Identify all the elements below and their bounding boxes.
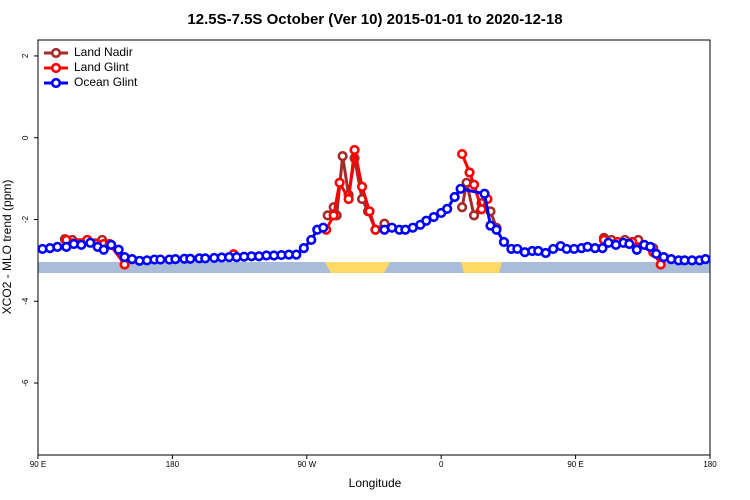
data-point (298, 243, 309, 254)
data-point (356, 181, 368, 192)
data-point (540, 247, 551, 259)
data-point (291, 249, 302, 260)
data-point (455, 183, 466, 194)
chart-title: 12.5S-7.5S October (Ver 10) 2015-01-01 t… (187, 11, 562, 28)
legend-marker (50, 77, 62, 89)
data-point (306, 234, 317, 246)
data-point (200, 253, 211, 264)
data-point (52, 241, 63, 252)
y-tick-label: -4 (21, 297, 30, 305)
surface-strip (38, 262, 710, 273)
data-point (364, 206, 375, 217)
data-point (464, 167, 475, 178)
data-point (700, 254, 711, 265)
data-point (442, 203, 453, 214)
data-point (106, 239, 117, 250)
data-point (457, 202, 468, 213)
data-point (185, 253, 196, 264)
data-point (421, 215, 432, 226)
data-point (343, 193, 354, 205)
y-tick-label: 2 (21, 53, 30, 58)
data-point (76, 239, 87, 250)
x-tick-label: 180 (703, 460, 717, 469)
legend-label: Ocean Glint (74, 75, 138, 89)
x-tick-label: 90 E (567, 460, 583, 469)
data-point (334, 177, 345, 188)
x-tick-label: 90 W (297, 460, 316, 469)
data-point (370, 224, 381, 235)
data-point (337, 151, 348, 162)
data-point (170, 254, 181, 265)
data-point (155, 254, 166, 265)
y-tick-label: 0 (21, 135, 30, 140)
data-point (328, 210, 339, 221)
legend-marker (50, 62, 62, 74)
x-tick-label: 90 E (30, 460, 46, 469)
data-point (468, 210, 480, 221)
y-axis-label: XCO2 - MLO trend (ppm) (0, 180, 14, 315)
legend-label: Land Glint (74, 60, 129, 74)
data-point (318, 222, 329, 233)
data-point (476, 204, 487, 215)
data-point (479, 188, 490, 199)
data-point (449, 191, 460, 203)
data-point (597, 243, 608, 254)
data-point (498, 236, 510, 248)
y-tick-label: -6 (21, 379, 30, 387)
land-strip (325, 262, 390, 273)
data-point (349, 144, 360, 156)
data-point (491, 224, 502, 235)
data-point (428, 211, 439, 223)
data-point (113, 244, 124, 255)
x-axis-label: Longitude (349, 476, 402, 490)
data-point (631, 244, 642, 255)
data-point (468, 179, 480, 190)
data-point (98, 244, 109, 255)
data-point (85, 237, 96, 248)
legend-marker (50, 47, 62, 59)
data-point (457, 148, 468, 160)
land-strip (461, 262, 502, 273)
data-point (645, 241, 656, 252)
x-tick-label: 0 (439, 460, 444, 469)
y-tick-label: -2 (21, 215, 30, 223)
legend-label: Land Nadir (74, 45, 133, 59)
x-tick-label: 180 (166, 460, 180, 469)
data-point (624, 238, 635, 250)
